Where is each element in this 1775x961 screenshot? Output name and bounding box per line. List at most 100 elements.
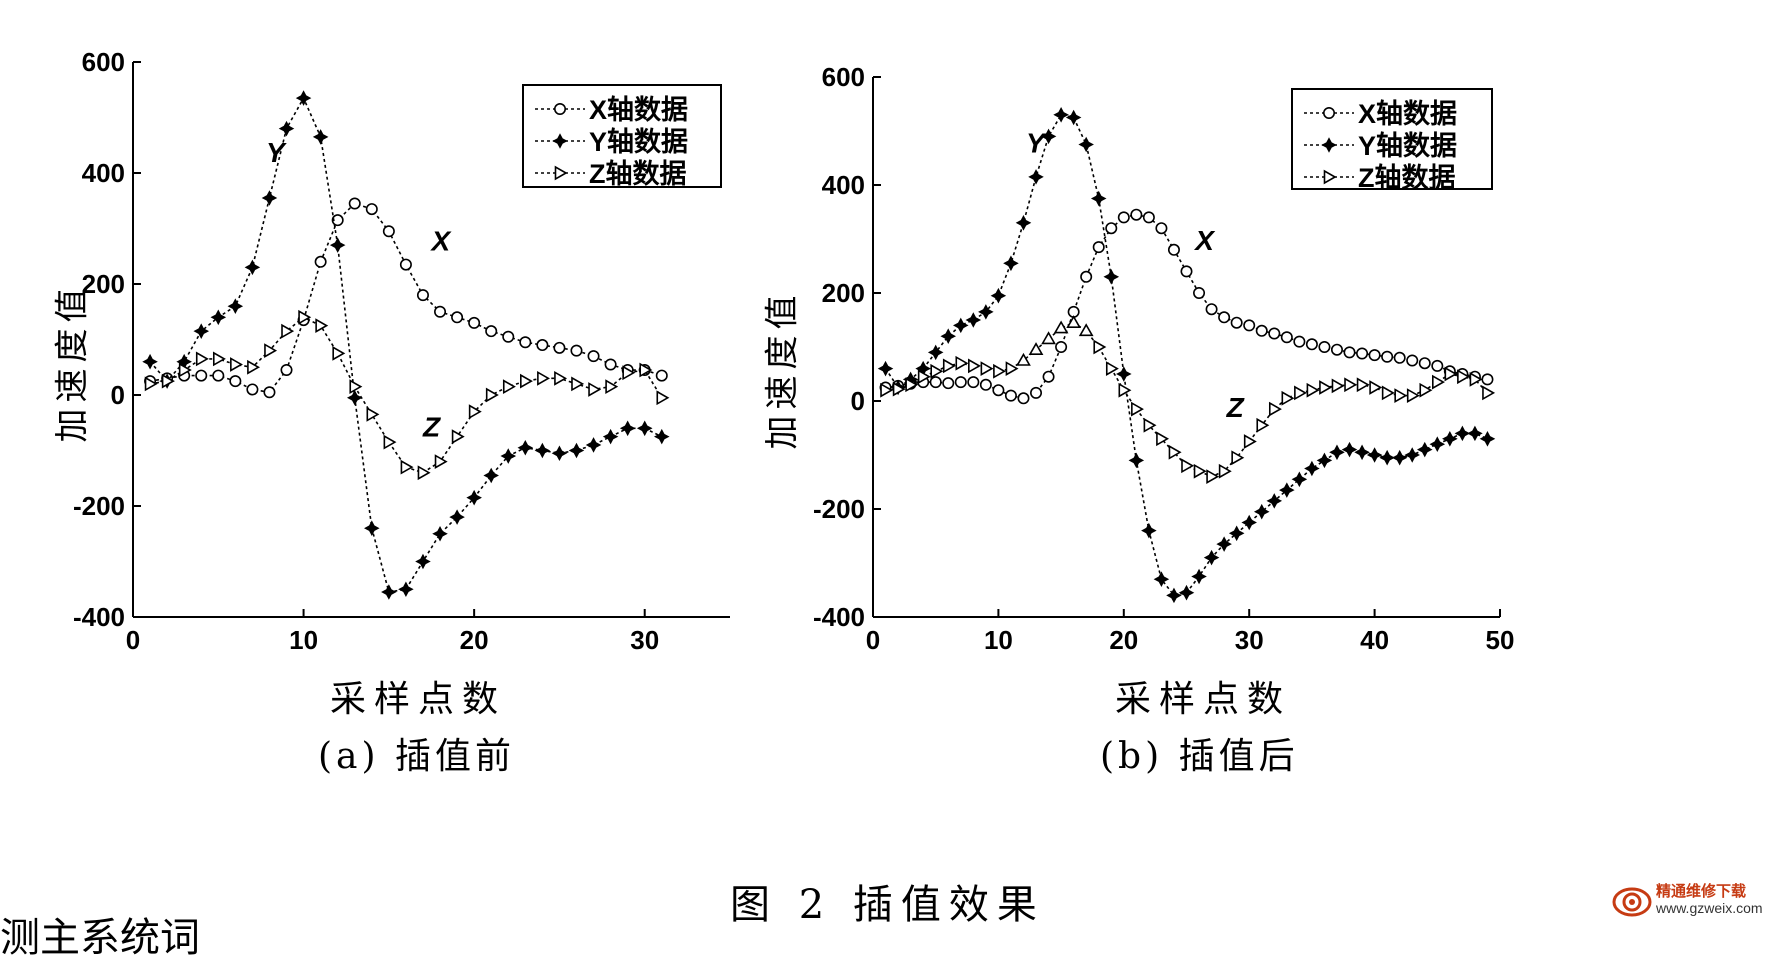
data-point bbox=[1103, 269, 1120, 285]
data-point bbox=[1053, 107, 1069, 123]
data-point bbox=[1454, 425, 1471, 442]
y-tick-label: 600 bbox=[82, 47, 125, 77]
data-point bbox=[954, 376, 967, 389]
data-point bbox=[212, 351, 226, 367]
y-tick-label: 200 bbox=[822, 278, 865, 308]
subcaption-a: (a) 插值前 bbox=[318, 736, 515, 777]
data-point bbox=[246, 383, 259, 396]
data-point bbox=[1281, 390, 1295, 406]
data-point bbox=[1218, 463, 1232, 479]
subcaption-b: (b) 插值后 bbox=[1100, 736, 1299, 777]
data-point bbox=[144, 376, 158, 392]
curve-annotation-z: Z bbox=[422, 412, 441, 443]
data-point bbox=[1255, 324, 1268, 337]
data-point bbox=[1457, 369, 1470, 385]
data-point bbox=[1243, 434, 1257, 449]
legend-marker bbox=[552, 133, 568, 149]
data-point bbox=[1117, 211, 1130, 224]
data-point bbox=[619, 420, 636, 437]
series-x-group bbox=[879, 208, 1494, 405]
data-point bbox=[519, 336, 532, 349]
x-tick-label: 20 bbox=[1109, 625, 1138, 655]
data-point bbox=[1131, 401, 1144, 417]
data-point bbox=[1205, 303, 1218, 316]
data-point bbox=[1305, 338, 1318, 351]
data-point bbox=[348, 197, 361, 210]
data-point bbox=[655, 369, 668, 382]
data-point bbox=[520, 373, 533, 389]
data-point bbox=[1155, 222, 1168, 235]
ylabel-b: 加速度值 bbox=[762, 289, 803, 450]
data-point bbox=[1016, 352, 1031, 366]
data-point bbox=[278, 120, 295, 137]
data-point bbox=[1294, 385, 1307, 401]
data-point bbox=[536, 339, 549, 352]
y-tick-label: 600 bbox=[822, 62, 865, 92]
data-point bbox=[1206, 469, 1220, 484]
data-point bbox=[992, 384, 1005, 397]
figure-page: 600 400 200 0 -200 -400 0 10 20 30 Y X Z X轴数据 Y轴数据 Z轴数据… bbox=[0, 47, 1763, 958]
data-point bbox=[1028, 342, 1044, 356]
data-point bbox=[415, 553, 431, 570]
data-point bbox=[247, 359, 261, 375]
data-point bbox=[570, 344, 583, 357]
data-point bbox=[1381, 350, 1394, 363]
data-point bbox=[466, 489, 482, 506]
data-point bbox=[1316, 452, 1333, 469]
data-point bbox=[554, 370, 568, 386]
curve-annotation-y: Y bbox=[1026, 128, 1047, 159]
data-point bbox=[366, 407, 380, 422]
data-point bbox=[980, 361, 994, 376]
data-point bbox=[1015, 215, 1032, 231]
data-point bbox=[1178, 584, 1195, 601]
watermark-eye-icon bbox=[1612, 887, 1652, 917]
x-tick-label: 10 bbox=[289, 625, 318, 655]
curve-annotation-y: Y bbox=[266, 137, 287, 168]
data-point bbox=[1469, 372, 1483, 387]
data-point bbox=[942, 358, 956, 374]
data-point bbox=[1416, 441, 1433, 458]
data-point bbox=[622, 365, 636, 381]
data-point bbox=[930, 363, 944, 379]
data-point bbox=[1256, 417, 1270, 433]
series-y-group bbox=[877, 107, 1496, 604]
data-point bbox=[604, 358, 617, 371]
data-point bbox=[195, 369, 208, 382]
data-point bbox=[1243, 319, 1256, 332]
data-point bbox=[636, 420, 653, 437]
watermark-name: 精通维修下载 bbox=[1656, 883, 1747, 900]
x-tick-label: 0 bbox=[126, 625, 140, 655]
data-point bbox=[298, 309, 312, 325]
data-point bbox=[1053, 320, 1069, 334]
data-point bbox=[1153, 571, 1170, 587]
data-point bbox=[553, 341, 566, 354]
y-tick-label: 200 bbox=[82, 269, 125, 299]
data-point bbox=[967, 376, 980, 389]
x-tick-label: 30 bbox=[630, 625, 659, 655]
cut-off-body-text: 测主系统词 bbox=[0, 915, 200, 961]
data-point bbox=[434, 305, 447, 318]
data-point bbox=[1017, 392, 1030, 405]
data-point bbox=[953, 317, 969, 334]
data-point bbox=[588, 382, 602, 397]
data-point bbox=[877, 360, 894, 377]
data-point bbox=[329, 237, 346, 253]
data-point bbox=[280, 364, 293, 377]
data-point bbox=[432, 525, 448, 542]
data-point bbox=[416, 289, 429, 302]
data-point bbox=[534, 442, 551, 459]
data-point bbox=[602, 428, 619, 445]
data-point bbox=[1141, 522, 1157, 539]
data-point bbox=[656, 390, 670, 406]
y-tick-label: 400 bbox=[82, 158, 125, 188]
data-point bbox=[1406, 388, 1420, 403]
data-point bbox=[1379, 449, 1395, 466]
data-point bbox=[1356, 347, 1369, 360]
data-point bbox=[1041, 331, 1056, 345]
data-point bbox=[1156, 431, 1170, 447]
data-point bbox=[940, 328, 957, 344]
data-point bbox=[1366, 447, 1383, 463]
data-point bbox=[1005, 361, 1019, 376]
